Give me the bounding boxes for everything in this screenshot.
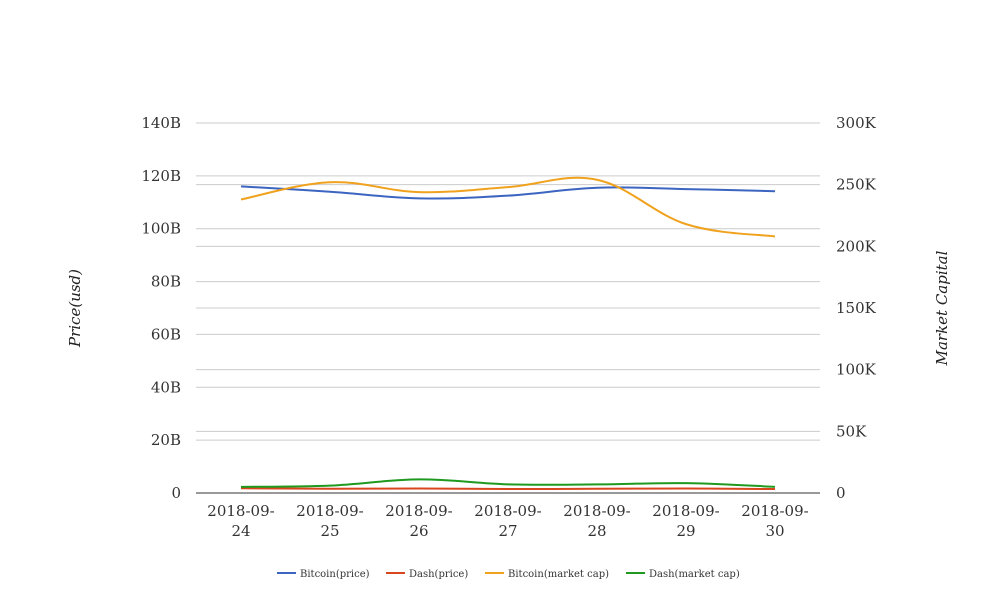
legend-item-dash-price: Dash(price) bbox=[386, 569, 468, 580]
x-axis-tick-label: 2018-09-29 bbox=[652, 502, 719, 540]
legend-item-bitcoin-price: Bitcoin(price) bbox=[277, 569, 370, 580]
x-axis-tick-labels: 2018-09-24 2018-09-25 2018-09-26 2018-09-27… bbox=[207, 502, 808, 540]
right-axis-tick-label: 150K bbox=[836, 299, 877, 317]
right-axis-tick-label: 0 bbox=[836, 484, 846, 502]
left-axis-tick-label: 60B bbox=[151, 325, 181, 343]
legend-label: Bitcoin(price) bbox=[300, 569, 370, 580]
left-axis-tick-label: 140B bbox=[141, 114, 181, 132]
left-axis-tick-label: 40B bbox=[151, 378, 181, 396]
right-axis-tick-label: 50K bbox=[836, 422, 867, 440]
left-axis-tick-label: 100B bbox=[141, 220, 181, 238]
right-axis-tick-label: 250K bbox=[836, 176, 877, 194]
left-axis-tick-labels: 0 20B 40B 60B 80B 100B 120B 140B bbox=[141, 114, 181, 502]
series-line-dash-price bbox=[240, 487, 776, 491]
right-axis-tick-labels: 0 50K 100K 150K 200K 250K 300K bbox=[836, 114, 877, 502]
left-axis-tick-label: 20B bbox=[151, 431, 181, 449]
right-axis-tick-label: 200K bbox=[836, 237, 877, 255]
x-axis-tick-label: 2018-09-28 bbox=[563, 502, 630, 540]
x-axis-tick-label: 2018-09-30 bbox=[741, 502, 808, 540]
legend-label: Dash(market cap) bbox=[649, 569, 740, 580]
left-axis-gridlines bbox=[196, 122, 820, 441]
left-axis-tick-label: 0 bbox=[171, 484, 181, 502]
legend: Bitcoin(price) Dash(price) Bitcoin(market … bbox=[277, 569, 740, 580]
left-axis-tick-label: 80B bbox=[151, 273, 181, 291]
x-axis-tick-label: 2018-09-26 bbox=[385, 502, 452, 540]
series-line-dash-market-cap bbox=[240, 478, 776, 488]
x-axis-tick-label: 2018-09-25 bbox=[296, 502, 363, 540]
x-axis-tick-label: 2018-09-24 bbox=[207, 502, 274, 540]
series-line-bitcoin-price bbox=[240, 185, 776, 200]
series-line-bitcoin-market-cap bbox=[240, 176, 776, 238]
right-axis-tick-label: 100K bbox=[836, 361, 877, 379]
right-axis-gridlines bbox=[196, 184, 820, 432]
left-axis-title: Price(usd) bbox=[66, 269, 84, 348]
left-axis-tick-label: 120B bbox=[141, 167, 181, 185]
legend-label: Bitcoin(market cap) bbox=[508, 569, 609, 580]
legend-item-bitcoin-market-cap: Bitcoin(market cap) bbox=[485, 569, 609, 580]
series-lines bbox=[240, 176, 776, 491]
legend-item-dash-market-cap: Dash(market cap) bbox=[626, 569, 740, 580]
right-axis-tick-label: 300K bbox=[836, 114, 877, 132]
x-axis-tick-label: 2018-09-27 bbox=[474, 502, 541, 540]
right-axis-title: Market Capital bbox=[933, 250, 951, 366]
legend-label: Dash(price) bbox=[409, 569, 468, 580]
